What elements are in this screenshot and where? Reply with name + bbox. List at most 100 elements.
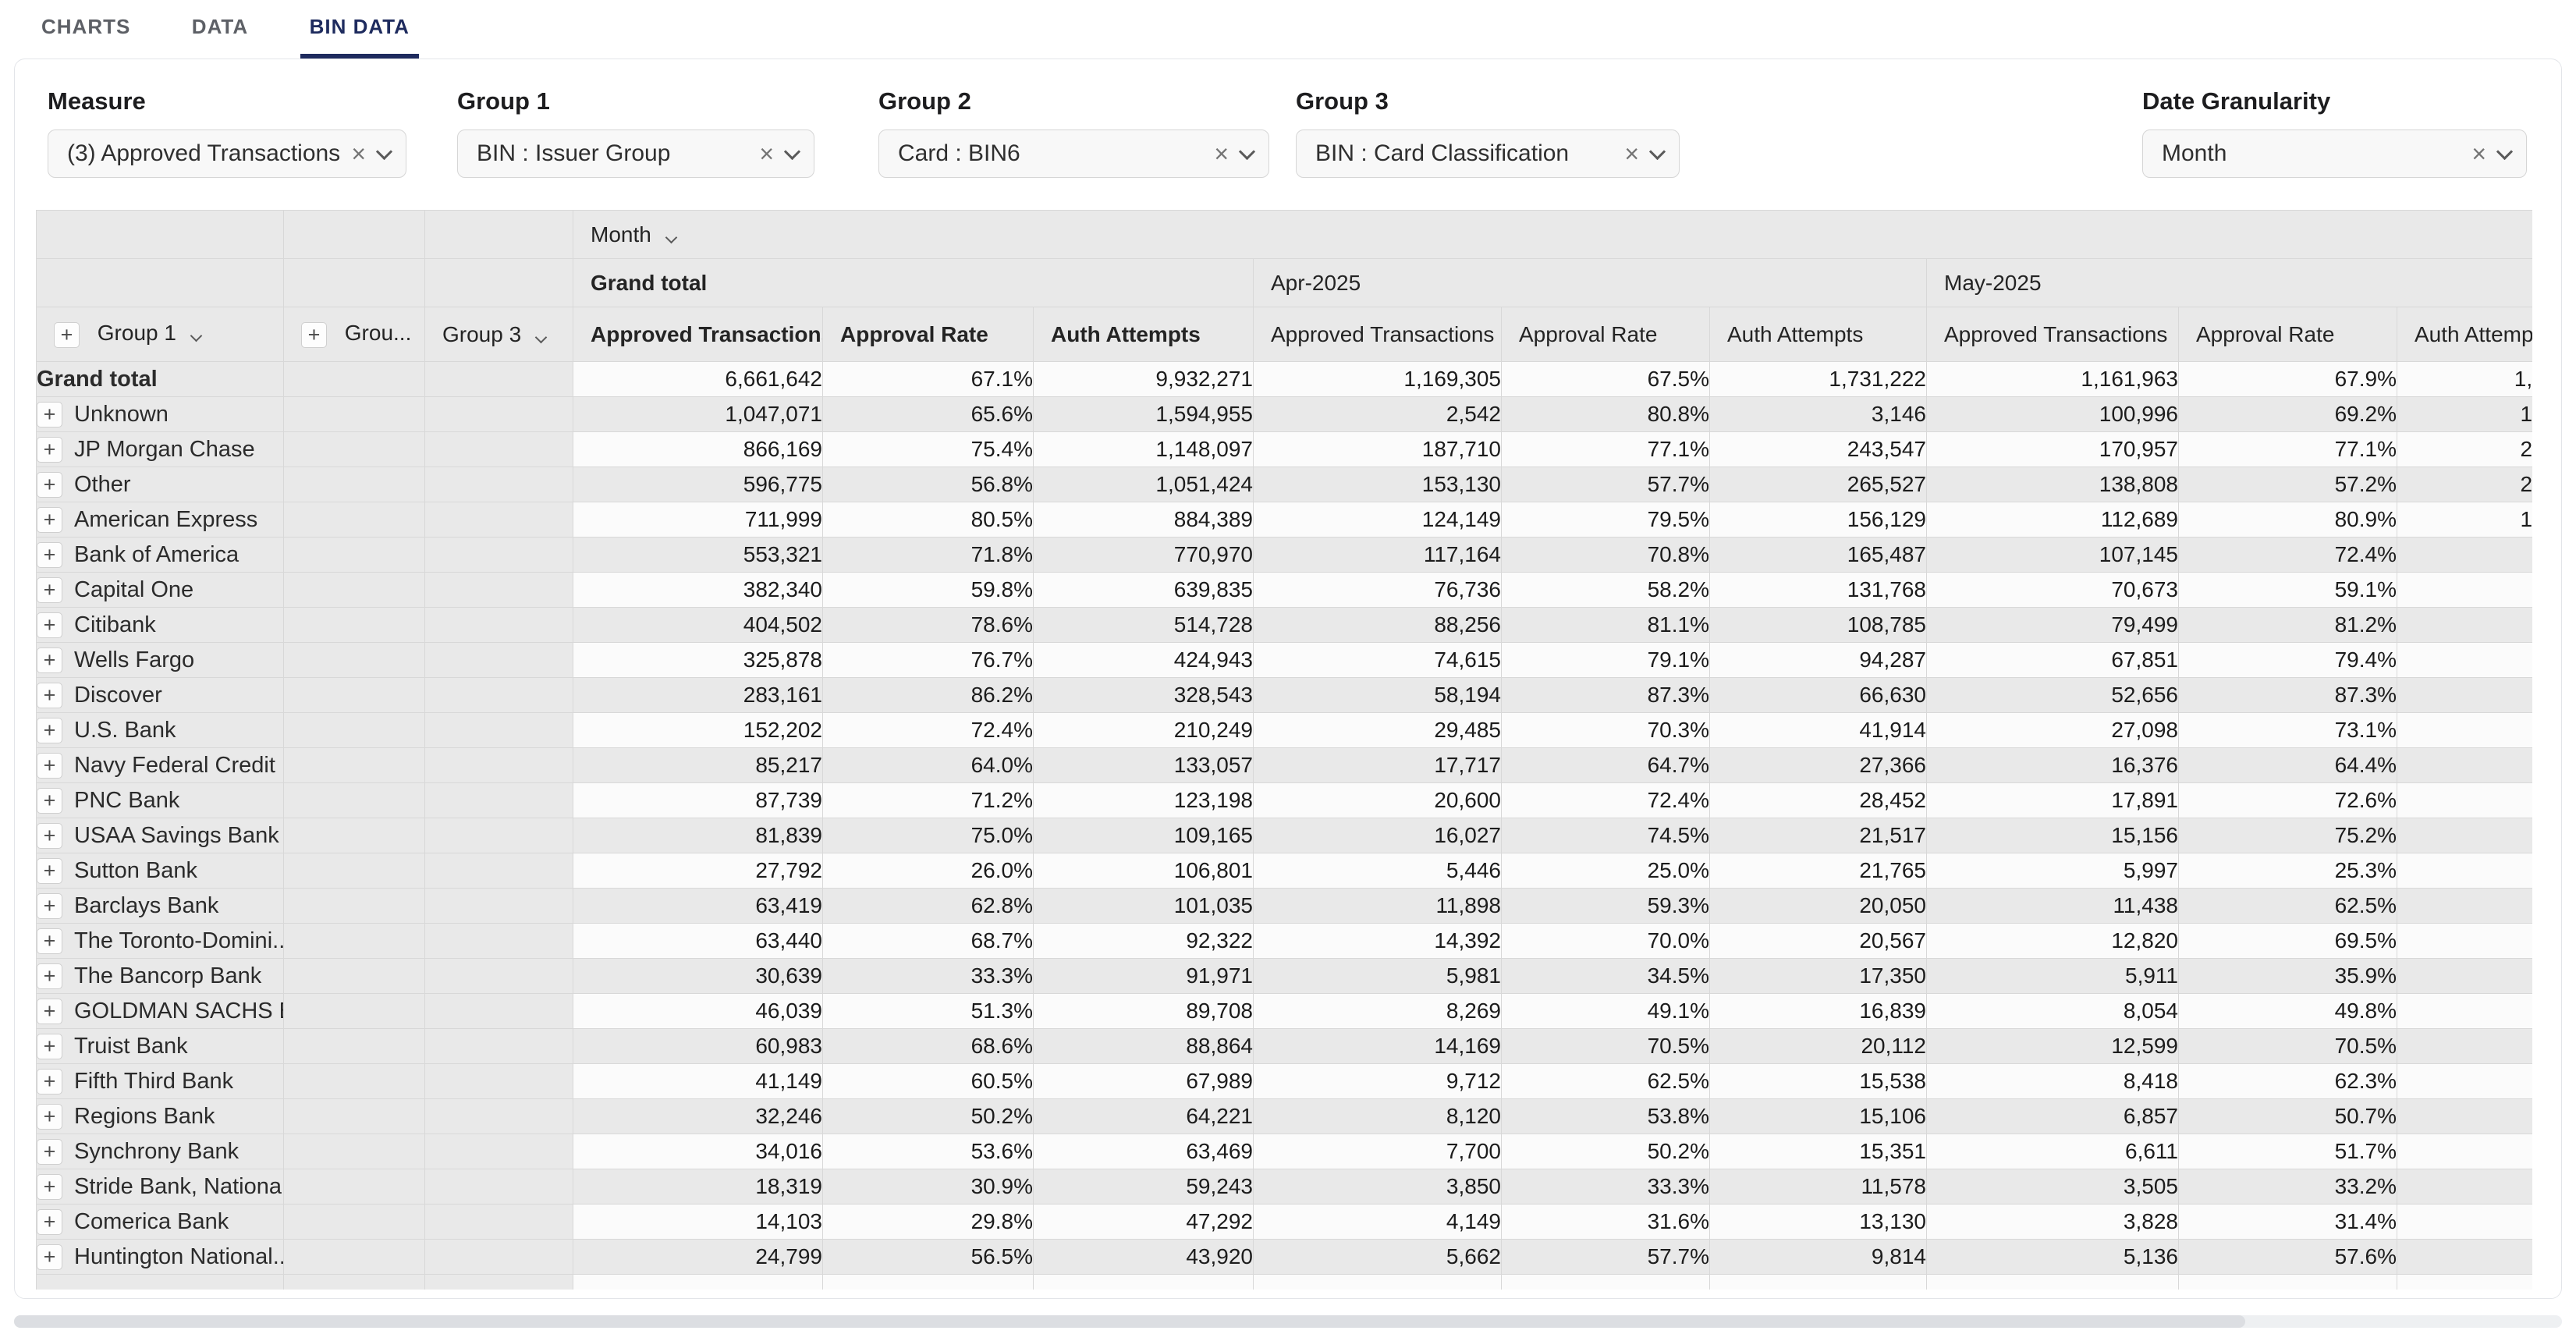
group-2-select[interactable]: Card : BIN6 ×	[878, 129, 1269, 178]
row-label: Other	[74, 471, 131, 497]
expand-plus-icon[interactable]: +	[37, 577, 62, 603]
expand-plus-icon[interactable]: +	[37, 1138, 62, 1165]
pivot-table-container[interactable]: Month Grand total Apr-2025 May-2025 + Gr…	[36, 210, 2532, 1290]
row-subgroup-cell	[283, 502, 425, 538]
expand-plus-icon[interactable]: +	[37, 998, 62, 1024]
value-cell: 63,440	[573, 923, 823, 959]
chevron-down-icon[interactable]	[534, 331, 548, 343]
value-cell: 12,599	[1926, 1028, 2179, 1064]
row-label-cell: + Wells Fargo	[36, 642, 284, 678]
expand-plus-icon[interactable]: +	[37, 506, 62, 533]
value-cell: 71.2%	[822, 782, 1034, 818]
tab-bar: CHARTS DATA BIN DATA	[0, 0, 2576, 59]
tab-charts[interactable]: CHARTS	[41, 15, 131, 38]
month-selector-label: Month	[591, 222, 651, 247]
chevron-down-icon[interactable]	[2496, 143, 2514, 160]
expand-plus-icon[interactable]: +	[37, 401, 62, 428]
expand-plus-icon[interactable]: +	[37, 787, 62, 814]
expand-plus-icon[interactable]: +	[37, 682, 62, 708]
expand-plus-icon[interactable]: +	[37, 1173, 62, 1200]
expand-plus-icon[interactable]: +	[37, 752, 62, 779]
chevron-down-icon[interactable]	[1648, 143, 1666, 160]
expand-all-plus-icon[interactable]: +	[301, 321, 327, 348]
row-label: Truist Bank	[74, 1033, 188, 1059]
expand-plus-icon[interactable]: +	[37, 1033, 62, 1059]
row-label: U.S. Bank	[74, 717, 176, 743]
month-selector-cell[interactable]: Month	[572, 210, 2532, 259]
row-label-cell: + Regions Bank	[36, 1098, 284, 1134]
value-cell: 29.8%	[822, 1204, 1034, 1240]
expand-plus-icon[interactable]: +	[37, 1208, 62, 1235]
date-granularity-select[interactable]: Month ×	[2142, 129, 2527, 178]
expand-plus-icon[interactable]: +	[37, 436, 62, 463]
expand-plus-icon[interactable]: +	[37, 928, 62, 954]
expand-plus-icon[interactable]: +	[37, 1068, 62, 1095]
value-cell: 133,057	[1033, 747, 1254, 783]
expand-plus-icon[interactable]: +	[37, 963, 62, 989]
row-group-1-header[interactable]: + Group 1	[36, 307, 284, 362]
measure-select[interactable]: (3) Approved Transactions, ... ×	[48, 129, 406, 178]
value-cell: 69.2%	[2178, 396, 2397, 432]
row-subgroup-cell	[283, 888, 425, 924]
value-cell: 87.3%	[2178, 677, 2397, 713]
filter-group-1: Group 1 BIN : Issuer Group ×	[457, 87, 814, 178]
row-label-cell: + Fifth Third Bank	[36, 1063, 284, 1099]
value-cell: 9,932,271	[1033, 361, 1254, 397]
expand-plus-icon[interactable]: +	[37, 471, 62, 498]
group-3-select[interactable]: BIN : Card Classification ×	[1296, 129, 1680, 178]
value-cell: 33.2%	[2178, 1169, 2397, 1205]
value-cell: 11,438	[1926, 888, 2179, 924]
table-row: + Navy Federal Credit ... 85,217 64.0% 133,0…	[36, 747, 2532, 783]
value-cell: 152,202	[573, 712, 823, 748]
clear-icon[interactable]: ×	[1214, 140, 1229, 168]
metric-header: Approval Rate	[822, 307, 1034, 362]
expand-plus-icon[interactable]: +	[37, 1103, 62, 1130]
clear-icon[interactable]: ×	[2471, 140, 2486, 168]
value-cell: 17,891	[1926, 782, 2179, 818]
clear-icon[interactable]: ×	[759, 140, 774, 168]
expand-plus-icon[interactable]: +	[37, 822, 62, 849]
row-group-2-label: Grou...	[344, 321, 412, 346]
row-subgroup-cell	[424, 396, 573, 432]
expand-plus-icon[interactable]: +	[37, 612, 62, 638]
expand-plus-icon[interactable]: +	[37, 541, 62, 568]
value-cell: 6,611	[1926, 1134, 2179, 1169]
chevron-down-icon[interactable]	[665, 231, 677, 243]
table-row: + Other 596,775 56.8% 1,051,424 153,130 57.7% 2…	[36, 467, 2532, 502]
value-cell: 64,221	[1033, 1098, 1254, 1134]
expand-plus-icon[interactable]: +	[37, 647, 62, 673]
table-row: + GOLDMAN SACHS B... 46,03951.3%89,7088,26…	[36, 993, 2532, 1029]
empty-header-cell	[424, 210, 573, 259]
chevron-down-icon[interactable]	[1238, 143, 1256, 160]
chevron-down-icon[interactable]	[190, 330, 203, 342]
clear-icon[interactable]: ×	[351, 140, 366, 168]
expand-plus-icon[interactable]: +	[37, 717, 62, 743]
expand-plus-icon[interactable]: +	[37, 857, 62, 884]
metric-header: Approved Transactions	[1926, 307, 2179, 362]
clear-icon[interactable]: ×	[1624, 140, 1639, 168]
value-cell: 5,981	[1253, 958, 1502, 994]
row-subgroup-cell	[424, 537, 573, 573]
group-1-select[interactable]: BIN : Issuer Group ×	[457, 129, 814, 178]
expand-all-plus-icon[interactable]: +	[54, 321, 80, 348]
value-cell	[2396, 747, 2532, 783]
row-group-2-header[interactable]: + Grou...	[283, 307, 425, 362]
horizontal-scrollbar-thumb[interactable]	[14, 1315, 2245, 1328]
table-row: + Barclays Bank 63,419 62.8% 101,035 11,898 59…	[36, 888, 2532, 924]
row-label: The Bancorp Bank	[74, 963, 262, 988]
value-cell: 68.6%	[822, 1028, 1034, 1064]
tab-data[interactable]: DATA	[191, 15, 249, 38]
metric-header: Approved Transactions	[1253, 307, 1502, 362]
value-cell: 89,708	[1033, 993, 1254, 1029]
horizontal-scrollbar[interactable]	[14, 1315, 2562, 1328]
chevron-down-icon[interactable]	[783, 143, 801, 160]
tab-bin-data[interactable]: BIN DATA	[300, 0, 419, 59]
expand-plus-icon[interactable]: +	[37, 892, 62, 919]
expand-plus-icon[interactable]: +	[37, 1244, 62, 1270]
row-subgroup-cell	[283, 818, 425, 853]
row-group-3-header[interactable]: Group 3	[424, 307, 573, 362]
chevron-down-icon[interactable]	[375, 143, 393, 160]
table-row: + Unknown 1,047,071 65.6% 1,594,955 2,542 80.8…	[36, 396, 2532, 432]
value-cell: 73.1%	[2178, 712, 2397, 748]
row-label-cell: + U.S. Bank	[36, 712, 284, 748]
